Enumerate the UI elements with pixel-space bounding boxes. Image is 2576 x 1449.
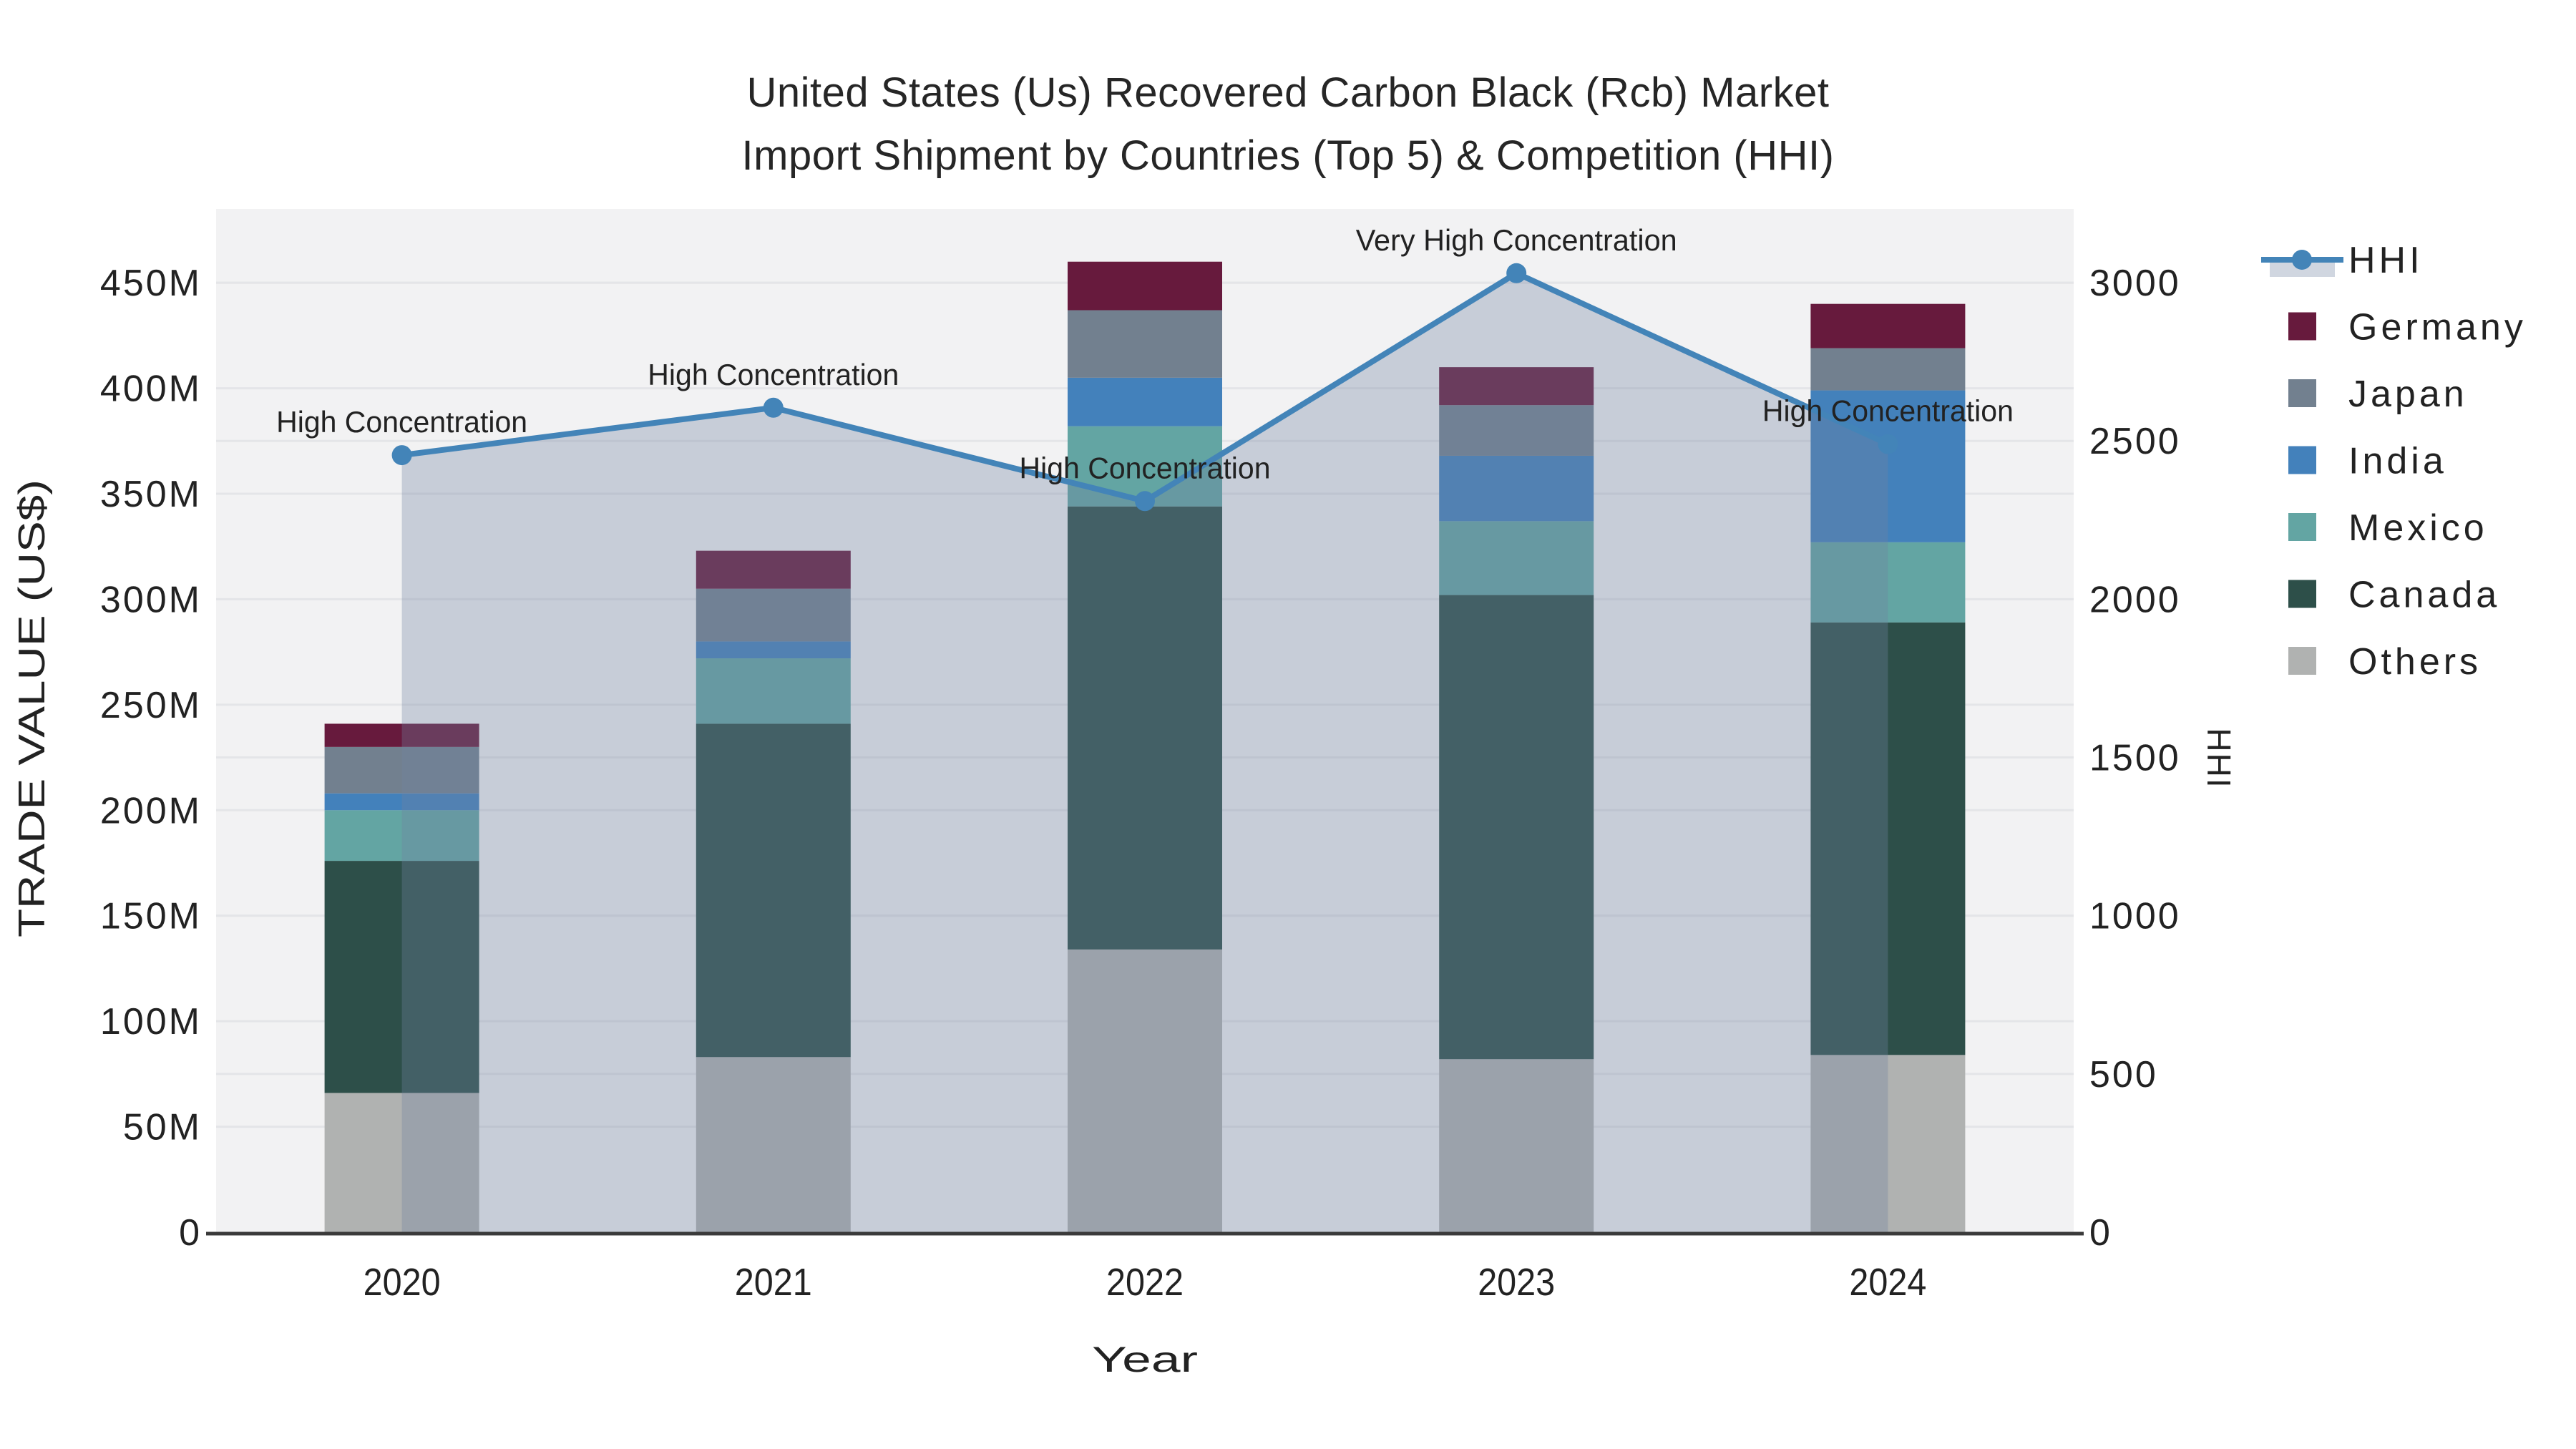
hhi-annotation-2021: High Concentration xyxy=(648,358,899,391)
bar-segment-others-2024 xyxy=(1810,1055,1966,1232)
bar-segment-canada-2020 xyxy=(324,861,479,1093)
bar-segment-germany-2020 xyxy=(324,723,479,747)
legend-label-india: India xyxy=(2348,441,2447,482)
hhi-annotation-2024: High Concentration xyxy=(1762,394,2014,428)
bar-segment-others-2023 xyxy=(1439,1059,1594,1232)
legend-swatch-japan xyxy=(2288,379,2316,407)
y-axis-left-tick-label: 100M xyxy=(100,1001,202,1043)
legend-label-others: Others xyxy=(2348,641,2482,683)
y-axis-right-tick-label: 0 xyxy=(2089,1212,2112,1254)
bar-segment-others-2020 xyxy=(324,1093,479,1232)
hhi-annotation-2020: High Concentration xyxy=(276,405,527,439)
bar-segment-japan-2023 xyxy=(1439,405,1594,456)
chart-title-line2: Import Shipment by Countries (Top 5) & C… xyxy=(741,132,1835,179)
y-axis-right-tick-label: 1000 xyxy=(2089,896,2181,937)
y-axis-left-tick-label: 50M xyxy=(123,1107,202,1148)
legend-label-canada: Canada xyxy=(2348,575,2500,616)
bar-segment-canada-2024 xyxy=(1810,622,1966,1055)
hhi-annotation-2022: High Concentration xyxy=(1020,451,1271,484)
y-axis-left-tick-label: 350M xyxy=(100,474,202,515)
bar-segment-mexico-2020 xyxy=(324,810,479,862)
bar-segment-japan-2021 xyxy=(696,588,851,642)
legend-swatch-india xyxy=(2288,446,2316,474)
x-axis-tick-label: 2020 xyxy=(364,1261,441,1304)
legend-swatch-others xyxy=(2288,647,2316,675)
bar-segment-canada-2023 xyxy=(1439,595,1594,1060)
y-axis-left-tick-label: 400M xyxy=(100,369,202,410)
y-axis-right-tick-label: 500 xyxy=(2089,1054,2158,1096)
hhi-marker-2020 xyxy=(391,445,412,466)
bar-segment-canada-2021 xyxy=(696,723,851,1058)
hhi-area-fill xyxy=(401,273,1888,1232)
bar-segment-others-2022 xyxy=(1068,949,1222,1232)
x-axis-tick-label: 2023 xyxy=(1478,1261,1555,1304)
legend-swatch-canada xyxy=(2288,580,2316,608)
hhi-marker-2024 xyxy=(1878,434,1898,454)
legend-label-mexico: Mexico xyxy=(2348,507,2488,549)
bar-segment-canada-2022 xyxy=(1068,506,1222,950)
bar-segment-germany-2021 xyxy=(696,550,851,589)
y-axis-right-title: HHI xyxy=(2200,728,2238,789)
bar-segment-mexico-2021 xyxy=(696,658,851,724)
chart-title-line1: United States (Us) Recovered Carbon Blac… xyxy=(746,69,1830,116)
y-axis-left-tick-label: 450M xyxy=(100,263,202,304)
legend-swatch-germany xyxy=(2288,312,2316,341)
y-axis-right-tick-label: 2000 xyxy=(2089,579,2181,620)
bar-segment-germany-2023 xyxy=(1439,367,1594,406)
legend-swatch-mexico xyxy=(2288,513,2316,541)
bar-segment-japan-2020 xyxy=(324,746,479,794)
y-axis-left-title: TRADE VALUE (US$) xyxy=(11,479,53,937)
chart-title: United States (Us) Recovered Carbon Blac… xyxy=(0,62,2576,187)
bar-segment-mexico-2023 xyxy=(1439,521,1594,595)
y-axis-right-tick-label: 3000 xyxy=(2089,263,2181,304)
y-axis-right-tick-label: 1500 xyxy=(2089,738,2181,779)
bar-segment-germany-2024 xyxy=(1810,303,1966,348)
bar-segment-india-2024 xyxy=(1810,390,1966,542)
y-axis-left-tick-label: 200M xyxy=(100,790,202,831)
legend-label-germany: Germany xyxy=(2348,307,2527,348)
bar-segment-japan-2022 xyxy=(1068,310,1222,378)
x-axis-tick-label: 2021 xyxy=(735,1261,812,1304)
y-axis-left-tick-label: 300M xyxy=(100,579,202,620)
y-axis-left-tick-label: 250M xyxy=(100,685,202,726)
legend-swatch-hhi-marker xyxy=(2292,250,2312,270)
bar-segment-mexico-2024 xyxy=(1810,542,1966,623)
y-axis-left-tick-label: 150M xyxy=(100,896,202,937)
legend-label-japan: Japan xyxy=(2348,374,2468,415)
hhi-marker-2022 xyxy=(1135,491,1155,512)
bar-segment-japan-2024 xyxy=(1810,348,1966,391)
bar-segment-germany-2022 xyxy=(1068,261,1222,311)
x-axis-tick-label: 2022 xyxy=(1106,1261,1184,1304)
bar-segment-india-2020 xyxy=(324,793,479,811)
y-axis-left-tick-label: 0 xyxy=(179,1212,202,1254)
x-axis-title: Year xyxy=(1092,1340,1198,1380)
bar-segment-others-2021 xyxy=(696,1057,851,1232)
hhi-marker-2023 xyxy=(1506,263,1527,283)
x-axis-tick-label: 2024 xyxy=(1849,1261,1926,1304)
y-axis-right-tick-label: 2500 xyxy=(2089,421,2181,462)
hhi-annotation-2023: Very High Concentration xyxy=(1356,223,1677,257)
bar-segment-india-2023 xyxy=(1439,455,1594,522)
legend-label-hhi: HHI xyxy=(2348,240,2424,281)
bar-segment-india-2021 xyxy=(696,641,851,659)
bar-segment-india-2022 xyxy=(1068,377,1222,426)
hhi-marker-2021 xyxy=(763,397,784,418)
